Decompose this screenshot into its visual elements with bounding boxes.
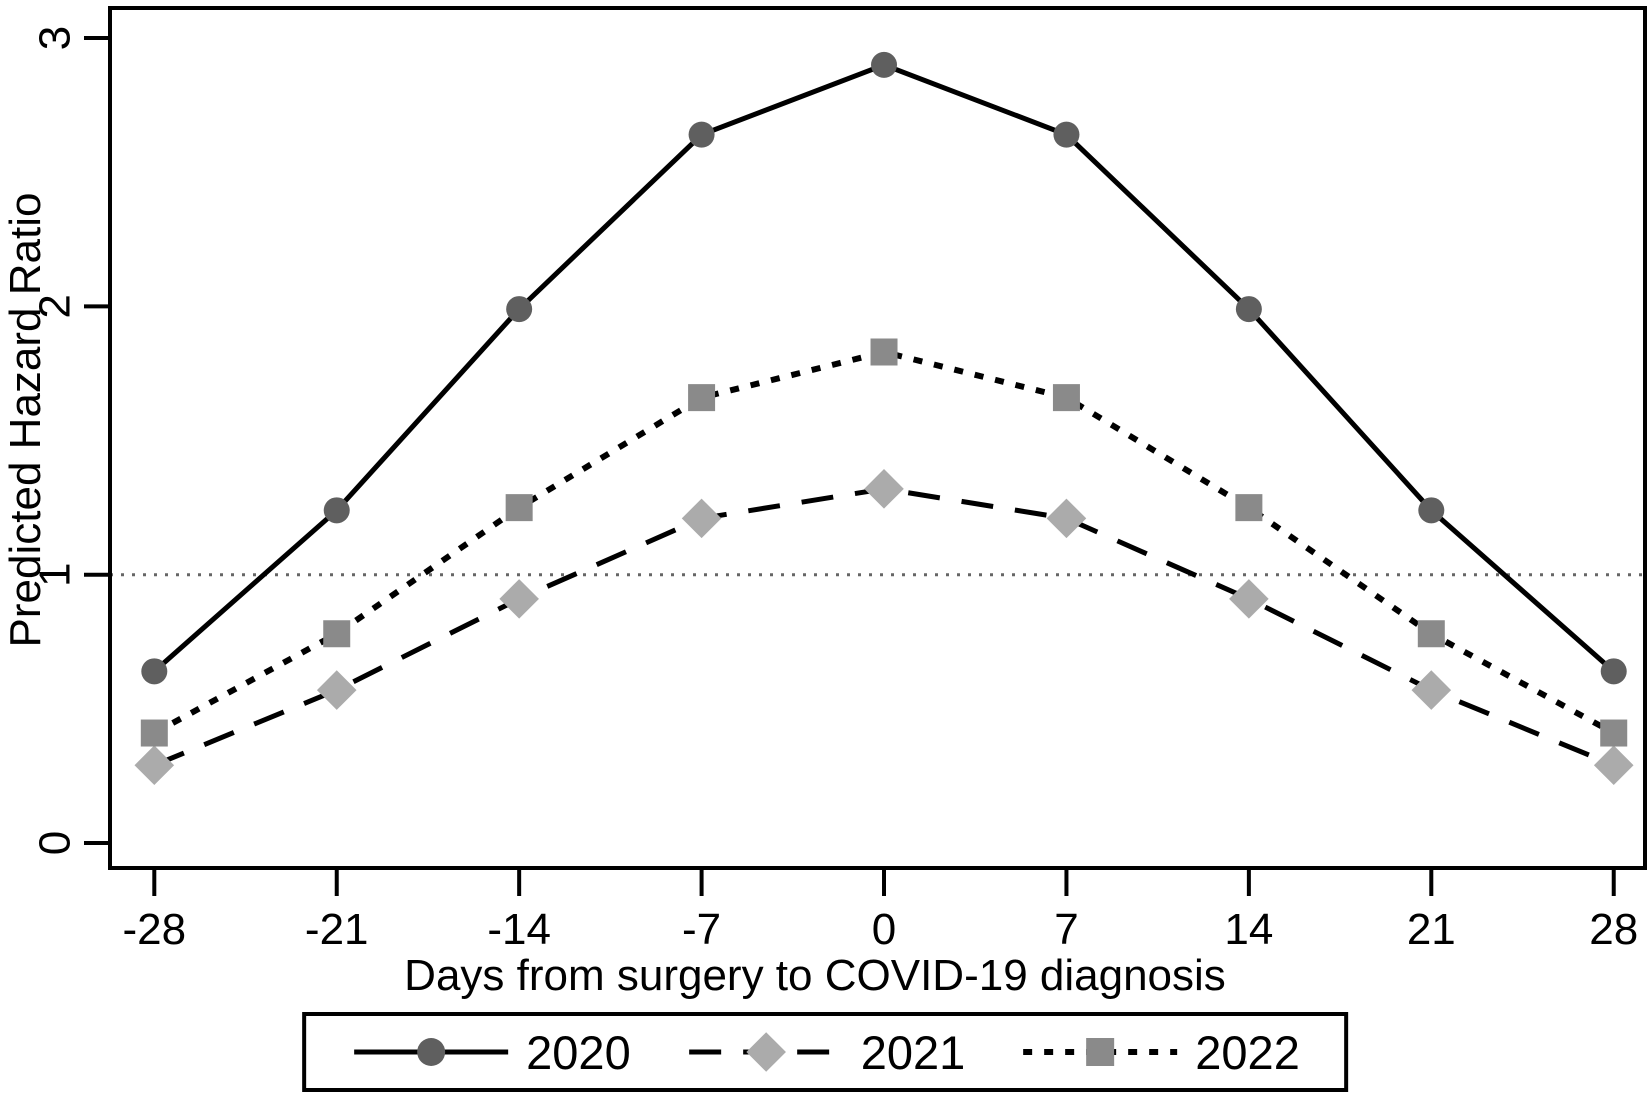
data-point-2022-x-28 [140,719,168,747]
x-tick-label: 28 [1589,905,1638,954]
x-tick-label: 21 [1407,905,1456,954]
data-point-2022-x0 [870,338,898,366]
legend-label-2021: 2021 [860,1025,966,1079]
x-tick-label: -7 [682,905,721,954]
data-point-2021-x21 [1411,670,1452,710]
x-tick-label: 0 [872,905,896,954]
legend-sample-dashed-diamond-icon [688,1032,843,1072]
series-line-2020 [152,62,1616,674]
data-point-2021-x-14 [499,579,539,619]
data-point-2021-x-21 [316,670,357,710]
plot-generated-content: 0 1 2 3 -28 -21 -14 -7 0 7 14 21 28 [31,6,1647,954]
legend-label-2022: 2022 [1195,1025,1300,1079]
y-tick-label: 3 [31,26,80,50]
data-point-2021-x14 [1229,579,1269,619]
series-line-2022 [152,348,1616,736]
data-point-2022-x7 [1052,384,1080,412]
x-tick-label: -21 [305,905,369,954]
legend-sample-dotted-square-icon [1023,1038,1178,1066]
data-point-2020-x-28 [141,658,168,685]
x-tick-label: -28 [123,905,187,954]
legend-item-2022: 2022 [1019,1026,1300,1078]
data-point-2021-x7 [1046,498,1087,539]
data-point-2020-x28 [1600,658,1627,685]
legend: 2020 2021 2022 [302,1012,1348,1092]
data-point-2022-x14 [1235,494,1263,522]
legend-sample-solid-circle-icon [354,1038,509,1066]
data-point-2020-x7 [1053,121,1080,148]
data-point-2020-x21 [1418,497,1445,524]
data-point-2022-x-7 [688,384,716,412]
x-tick-label: 14 [1224,905,1273,954]
data-point-2021-x-28 [134,745,175,786]
x-tick-label: 7 [1054,905,1078,954]
y-tick-label: 2 [31,294,80,318]
x-tick-label: -14 [487,905,551,954]
data-point-2021-x28 [1593,745,1634,786]
data-point-2022-x21 [1417,620,1445,648]
data-point-2020-x14 [1235,296,1262,323]
data-point-2022-x28 [1600,719,1628,747]
x-axis-title: Days from surgery to COVID-19 diagnosis [404,951,1226,1000]
legend-marker-square-2022 [1086,1038,1115,1066]
data-point-2020-x-7 [688,121,715,148]
legend-item-2020: 2020 [350,1026,631,1078]
data-point-2020-x0 [871,51,898,78]
plot-border [108,6,1647,870]
legend-marker-circle-2020 [417,1038,446,1066]
data-point-2021-x-7 [681,498,722,539]
y-tick-label: 0 [31,831,80,855]
data-point-2022-x-14 [505,494,533,522]
data-point-2021-x0 [864,469,904,509]
data-point-2020-x-14 [506,296,533,323]
y-axis-title: Predicted Hazard Ratio [1,193,50,648]
legend-label-2020: 2020 [526,1025,631,1079]
y-tick-label: 1 [31,562,80,586]
legend-item-2021: 2021 [685,1025,966,1079]
data-point-2022-x-21 [323,620,351,648]
legend-marker-diamond-2021 [745,1032,786,1072]
data-point-2020-x-21 [323,497,350,524]
series-line-2021 [153,486,1615,768]
